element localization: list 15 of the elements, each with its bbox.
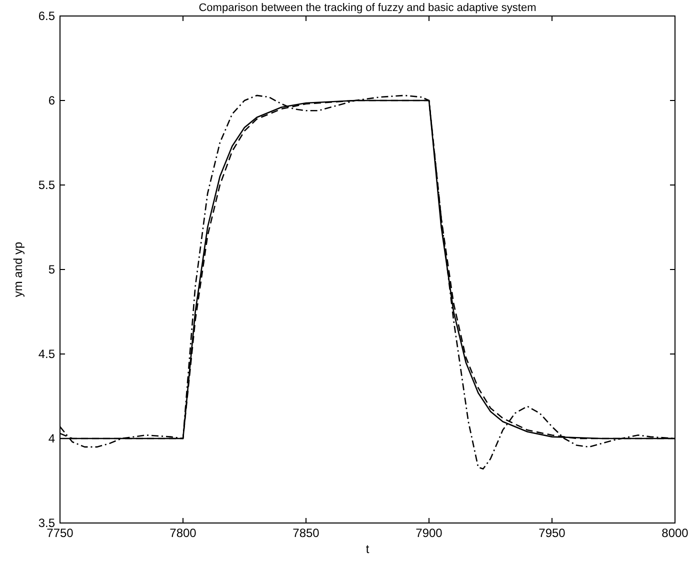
x-tick-label: 7850 (292, 526, 320, 540)
y-tick-label: 5.5 (38, 178, 56, 192)
x-tick-label: 8000 (662, 526, 689, 540)
y-tick-label: 6 (48, 94, 56, 108)
x-tick-label: 7950 (538, 526, 566, 540)
y-tick-label: 4.5 (38, 347, 56, 362)
chart-title: Comparison between the tracking of fuzzy and basic adaptive system (198, 2, 536, 14)
x-tick-label: 7800 (170, 526, 197, 540)
y-axis-title: ym and yp (11, 241, 25, 298)
y-tick-label: 6.5 (38, 9, 56, 24)
x-tick-label: 7750 (46, 526, 74, 540)
x-axis-title: t (366, 542, 370, 556)
y-tick-label: 4 (48, 432, 56, 446)
y-tick-label: 5 (48, 262, 56, 277)
x-tick-label: 7900 (416, 526, 443, 540)
